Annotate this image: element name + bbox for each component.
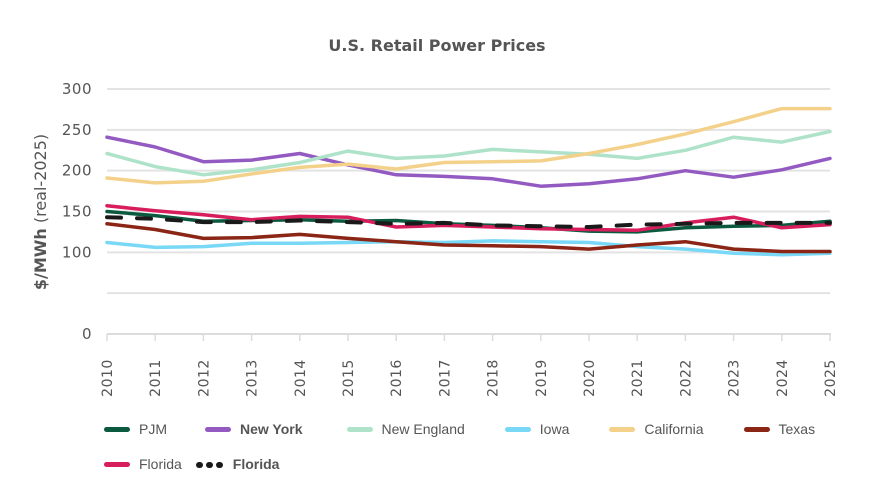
series-line-florida-dashed <box>105 215 832 229</box>
x-tick-label: 2015 <box>341 359 357 397</box>
series-lines <box>105 106 832 257</box>
legend-swatch <box>205 426 231 432</box>
legend-dash <box>205 461 213 468</box>
legend: PJM New York New England Iowa California Texa… <box>104 416 844 486</box>
x-tick-label: 2011 <box>148 359 164 397</box>
y-tick-label: 100 <box>62 243 92 261</box>
gridlines <box>107 88 830 295</box>
y-axis-ticks: 0 100 150 200 250 300 <box>62 80 92 343</box>
series-line-new-york <box>105 135 832 188</box>
legend-item[interactable]: Texas <box>743 421 816 437</box>
legend-label: New York <box>240 421 303 437</box>
x-tick-label: 2024 <box>775 359 791 397</box>
legend-swatch <box>346 426 373 432</box>
legend-label: Texas <box>778 421 816 437</box>
chart-title: U.S. Retail Power Prices <box>328 36 545 55</box>
x-tick-label: 2016 <box>389 359 405 397</box>
series-line-california <box>105 106 832 185</box>
x-tick-label: 2023 <box>727 359 743 397</box>
legend-swatch <box>504 426 531 432</box>
y-tick-label: 200 <box>62 162 92 180</box>
legend-label: PJM <box>139 421 167 437</box>
legend-row: PJM New York New England Iowa California Texa… <box>104 416 844 442</box>
x-tick-label: 2010 <box>100 359 116 397</box>
legend-row: Florida Florida <box>104 451 844 477</box>
legend-item[interactable]: Florida <box>195 456 280 472</box>
x-tick-label: 2017 <box>437 359 453 397</box>
legend-swatch <box>743 426 770 432</box>
series-line-iowa <box>105 239 832 257</box>
x-axis <box>106 333 831 341</box>
legend-swatch <box>104 426 130 432</box>
series-line-florida <box>105 204 832 233</box>
legend-label: New England <box>381 421 465 437</box>
y-tick-label: 250 <box>62 121 92 139</box>
legend-swatch <box>195 461 224 468</box>
legend-item[interactable]: New York <box>205 421 303 437</box>
x-tick-label: 2018 <box>486 359 502 397</box>
y-tick-label: 0 <box>82 325 92 343</box>
legend-label: Florida <box>232 456 280 472</box>
legend-dash <box>215 461 223 468</box>
series-line-texas <box>105 222 832 254</box>
x-tick-label: 2025 <box>823 359 839 397</box>
x-tick-label: 2020 <box>582 359 598 397</box>
legend-swatch <box>104 461 130 467</box>
y-tick-label: 150 <box>62 203 92 221</box>
x-tick-label: 2021 <box>630 359 646 397</box>
y-axis-label-basis: (real-2025) <box>31 134 50 228</box>
y-axis-label-unit: $/MWh <box>31 228 50 290</box>
legend-dash <box>195 461 203 468</box>
legend-item[interactable]: Florida <box>104 456 182 472</box>
x-tick-label: 2013 <box>245 359 261 397</box>
legend-item[interactable]: Iowa <box>504 421 570 437</box>
legend-label: California <box>644 421 704 437</box>
legend-item[interactable]: PJM <box>104 421 167 437</box>
legend-item[interactable]: New England <box>346 421 465 437</box>
legend-label: Iowa <box>539 421 570 437</box>
x-tick-label: 2014 <box>293 359 309 397</box>
legend-label: Florida <box>139 456 182 472</box>
y-axis-label: $/MWh (real-2025) <box>31 134 50 290</box>
legend-swatch <box>609 426 636 432</box>
x-tick-label: 2022 <box>678 359 694 397</box>
x-tick-label: 2012 <box>196 359 212 397</box>
legend-item[interactable]: California <box>609 421 704 437</box>
series-line-new-england <box>105 129 832 177</box>
x-axis-ticks: 2010 2011 2012 2013 2014 2015 2016 2017 2018 2019… <box>100 359 839 397</box>
x-tick-label: 2019 <box>534 359 550 397</box>
y-tick-label: 300 <box>62 80 92 98</box>
